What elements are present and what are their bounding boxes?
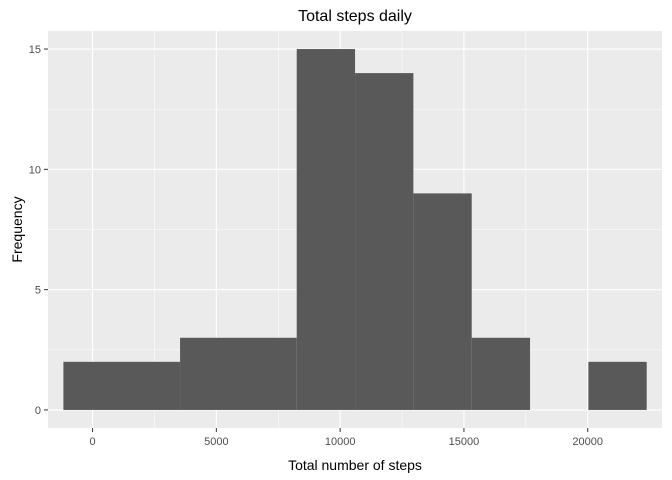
chart-title: Total steps daily bbox=[298, 8, 412, 25]
y-axis-label: Frequency bbox=[9, 196, 25, 262]
y-tick-label: 5 bbox=[35, 285, 41, 297]
x-tick-label: 10000 bbox=[325, 436, 356, 448]
x-tick-label: 0 bbox=[90, 436, 96, 448]
x-tick-label: 15000 bbox=[449, 436, 480, 448]
histogram-bar bbox=[180, 337, 297, 410]
histogram-bars bbox=[63, 49, 647, 410]
y-axis: 0 5 10 15 bbox=[29, 44, 48, 417]
histogram-bar bbox=[413, 193, 472, 410]
y-tick-label: 15 bbox=[29, 44, 41, 56]
x-axis: 0 5000 10000 15000 20000 bbox=[90, 428, 603, 448]
y-tick-label: 0 bbox=[35, 405, 41, 417]
histogram-bar bbox=[471, 337, 531, 410]
histogram-bar bbox=[63, 361, 181, 410]
histogram-bar bbox=[355, 73, 414, 410]
histogram-bar bbox=[296, 49, 356, 410]
histogram-bar bbox=[588, 361, 647, 410]
y-tick-label: 10 bbox=[29, 164, 41, 176]
x-tick-label: 20000 bbox=[572, 436, 603, 448]
x-axis-label: Total number of steps bbox=[288, 457, 422, 473]
x-tick-label: 5000 bbox=[204, 436, 228, 448]
